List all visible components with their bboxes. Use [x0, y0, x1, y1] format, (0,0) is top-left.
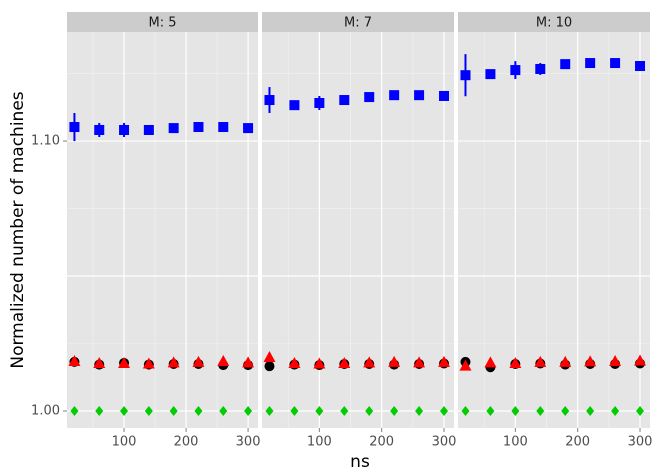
- x-tick-label: 300: [432, 435, 457, 450]
- x-tick-label: 300: [628, 435, 653, 450]
- point: [339, 95, 350, 106]
- point: [288, 356, 301, 368]
- point: [365, 405, 374, 416]
- point: [169, 405, 178, 416]
- panel-background: [67, 32, 258, 428]
- x-tick-label: 100: [307, 435, 332, 450]
- y-tick-label: 1.00: [31, 403, 60, 418]
- point: [413, 356, 426, 368]
- point: [340, 405, 349, 416]
- point: [193, 122, 204, 133]
- point: [536, 405, 545, 416]
- point: [460, 70, 471, 81]
- point: [610, 58, 621, 69]
- point: [440, 405, 449, 416]
- x-tick-label: 100: [503, 435, 528, 450]
- point: [142, 357, 155, 369]
- strip-label: M: 10: [536, 16, 572, 31]
- point: [510, 65, 521, 76]
- point: [118, 356, 131, 368]
- point: [219, 405, 228, 416]
- point: [611, 405, 620, 416]
- point: [388, 355, 401, 367]
- point: [290, 405, 299, 416]
- point: [461, 405, 470, 416]
- point: [363, 356, 376, 368]
- point: [217, 355, 230, 367]
- point: [143, 124, 154, 135]
- x-tick-label: 200: [369, 435, 394, 450]
- point: [167, 356, 180, 368]
- point: [120, 405, 129, 416]
- point: [93, 356, 106, 368]
- x-tick-label: 200: [565, 435, 590, 450]
- x-tick-label: 100: [112, 435, 137, 450]
- y-tick-label: 1.10: [31, 134, 60, 149]
- point: [511, 405, 520, 416]
- strip-label: M: 5: [149, 16, 177, 31]
- point: [484, 356, 497, 368]
- point: [584, 355, 597, 367]
- point: [264, 361, 275, 372]
- y-axis-title: Normalized number of machines: [8, 91, 28, 368]
- point: [314, 97, 325, 108]
- point: [390, 405, 399, 416]
- point: [68, 355, 81, 367]
- point: [194, 405, 203, 416]
- point: [634, 354, 647, 366]
- point: [119, 124, 130, 135]
- point: [242, 356, 255, 368]
- point: [486, 405, 495, 416]
- point: [559, 355, 572, 367]
- point: [635, 61, 646, 72]
- point: [94, 124, 105, 135]
- point: [364, 92, 375, 103]
- point: [415, 405, 424, 416]
- x-tick-label: 300: [236, 435, 261, 450]
- point: [586, 405, 595, 416]
- point: [313, 357, 326, 369]
- point: [70, 405, 79, 416]
- point: [609, 355, 622, 367]
- point: [585, 58, 596, 69]
- panel-background: [262, 32, 454, 428]
- point: [338, 356, 351, 368]
- point: [218, 122, 229, 133]
- point: [265, 405, 274, 416]
- point: [534, 355, 547, 367]
- point: [439, 90, 450, 101]
- point: [244, 405, 253, 416]
- point: [243, 123, 254, 134]
- point: [264, 95, 275, 106]
- point: [459, 359, 472, 371]
- point: [636, 405, 645, 416]
- point: [95, 405, 104, 416]
- x-tick-label: 200: [174, 435, 199, 450]
- point: [509, 356, 522, 368]
- point: [389, 90, 400, 101]
- point: [560, 59, 571, 70]
- point: [485, 69, 496, 80]
- point: [144, 405, 153, 416]
- point: [535, 63, 546, 74]
- point: [414, 90, 425, 101]
- point: [438, 355, 451, 367]
- point: [192, 355, 205, 367]
- strip-label: M: 7: [344, 16, 372, 31]
- point: [289, 100, 300, 111]
- point: [315, 405, 324, 416]
- x-axis-title: ns: [350, 452, 370, 472]
- point: [263, 351, 276, 363]
- point: [561, 405, 570, 416]
- point: [168, 123, 179, 134]
- strip-background: [67, 12, 258, 32]
- point: [69, 122, 80, 133]
- strip-background: [458, 12, 650, 32]
- strip-background: [262, 12, 454, 32]
